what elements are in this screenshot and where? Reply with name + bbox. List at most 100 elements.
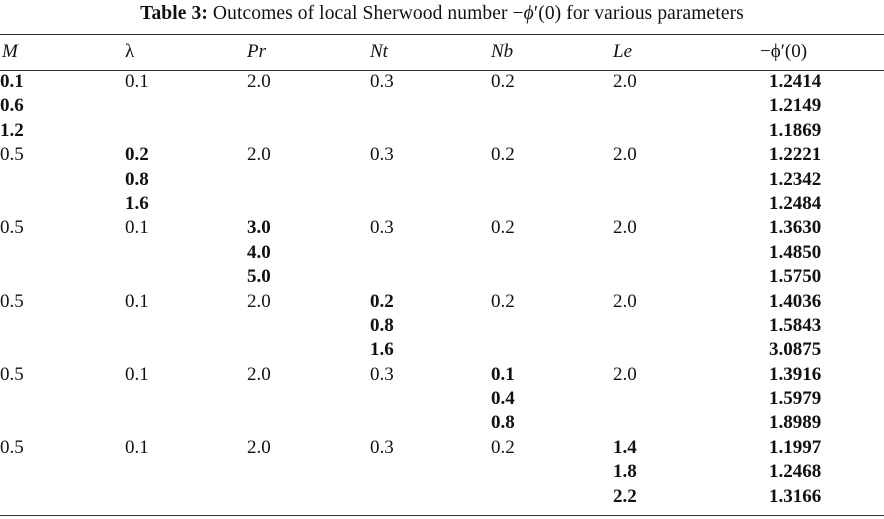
table-row: 0.5 0.1 2.0 0.3 0.2 1.4 1.1997 bbox=[0, 436, 884, 460]
cell-lambda: 0.1 bbox=[125, 71, 149, 92]
cell-nt: 0.8 bbox=[370, 314, 394, 336]
cell-m: 0.5 bbox=[0, 436, 24, 458]
table-caption: Table 3: Outcomes of local Sherwood numb… bbox=[0, 3, 884, 25]
cell-sherwood: 1.1869 bbox=[769, 119, 822, 141]
cell-pr bbox=[247, 168, 370, 192]
cell-lambda: 1.6 bbox=[125, 192, 149, 214]
column-header-nt: Nt bbox=[370, 41, 388, 62]
table-row: 0.5 0.2 2.0 0.3 0.2 2.0 1.2221 bbox=[0, 143, 884, 167]
table-row: 1.6 3.0875 bbox=[0, 338, 884, 362]
cell-nt bbox=[370, 192, 491, 216]
cell-nt: 0.3 bbox=[370, 144, 394, 166]
table-top-rule bbox=[0, 34, 884, 35]
cell-sherwood: 1.5843 bbox=[769, 314, 822, 336]
cell-nt: 0.3 bbox=[370, 71, 394, 92]
cell-nb bbox=[491, 168, 613, 192]
table-caption-label: Table 3: bbox=[140, 3, 208, 24]
column-header-m: M bbox=[2, 41, 18, 62]
column-header-pr: Pr bbox=[247, 41, 266, 62]
cell-sherwood: 1.5750 bbox=[769, 266, 822, 288]
cell-le bbox=[613, 338, 734, 362]
table-header-row: M λ Pr Nt Nb Le −ϕ′(0) bbox=[0, 36, 884, 70]
cell-m bbox=[0, 485, 125, 509]
cell-sherwood: 1.2149 bbox=[769, 95, 822, 117]
cell-sherwood: 3.0875 bbox=[769, 339, 822, 361]
cell-pr bbox=[247, 314, 370, 338]
table-body: 0.1 0.1 2.0 0.3 0.2 2.0 1.2414 0.6 1.2149 1.2 1.18… bbox=[0, 70, 884, 509]
column-header-sherwood: −ϕ′(0) bbox=[760, 41, 808, 62]
cell-nb: 0.4 bbox=[491, 388, 515, 410]
cell-nb bbox=[491, 119, 613, 143]
table-header-rule bbox=[0, 70, 884, 71]
cell-m: 0.5 bbox=[0, 144, 24, 166]
cell-pr: 3.0 bbox=[247, 217, 271, 239]
cell-m: 0.5 bbox=[0, 290, 24, 312]
cell-nb bbox=[491, 460, 613, 484]
cell-nt bbox=[370, 168, 491, 192]
cell-nb: 0.2 bbox=[491, 144, 515, 166]
cell-nb: 0.8 bbox=[491, 412, 515, 434]
cell-lambda bbox=[125, 314, 247, 338]
cell-le: 2.0 bbox=[613, 217, 637, 239]
cell-sherwood: 1.2342 bbox=[769, 168, 822, 190]
cell-nb bbox=[491, 485, 613, 509]
cell-lambda bbox=[125, 265, 247, 289]
cell-pr: 4.0 bbox=[247, 241, 271, 263]
cell-le bbox=[613, 241, 734, 265]
cell-lambda bbox=[125, 411, 247, 435]
cell-nb: 0.2 bbox=[491, 290, 515, 312]
cell-pr bbox=[247, 338, 370, 362]
cell-m bbox=[0, 338, 125, 362]
cell-nt bbox=[370, 387, 491, 411]
table-row: 0.6 1.2149 bbox=[0, 94, 884, 118]
cell-nb: 0.2 bbox=[491, 217, 515, 239]
cell-pr: 2.0 bbox=[247, 363, 271, 385]
cell-le: 1.4 bbox=[613, 436, 637, 458]
cell-le bbox=[613, 192, 734, 216]
cell-pr bbox=[247, 411, 370, 435]
table-row: 2.2 1.3166 bbox=[0, 485, 884, 509]
cell-m bbox=[0, 314, 125, 338]
cell-lambda bbox=[125, 241, 247, 265]
cell-le: 2.0 bbox=[613, 363, 637, 385]
table-row: 0.8 1.5843 bbox=[0, 314, 884, 338]
cell-nt bbox=[370, 411, 491, 435]
cell-pr: 2.0 bbox=[247, 290, 271, 312]
cell-lambda: 0.1 bbox=[125, 436, 149, 458]
cell-m: 1.2 bbox=[0, 119, 24, 141]
sherwood-number-table: M λ Pr Nt Nb Le −ϕ′(0) 0.1 0.1 2.0 0.3 0.2 2.… bbox=[0, 36, 884, 509]
cell-le bbox=[613, 265, 734, 289]
cell-le bbox=[613, 94, 734, 118]
table-row: 0.4 1.5979 bbox=[0, 387, 884, 411]
cell-m bbox=[0, 168, 125, 192]
cell-lambda: 0.1 bbox=[125, 290, 149, 312]
cell-nt bbox=[370, 485, 491, 509]
cell-sherwood: 1.3916 bbox=[769, 363, 822, 385]
cell-nt: 1.6 bbox=[370, 339, 394, 361]
cell-sherwood: 1.2484 bbox=[769, 192, 822, 214]
table-row: 5.0 1.5750 bbox=[0, 265, 884, 289]
cell-pr: 2.0 bbox=[247, 71, 271, 92]
cell-nb: 0.2 bbox=[491, 71, 515, 92]
table-caption-phi-symbol: ϕ bbox=[523, 3, 534, 24]
cell-sherwood: 1.1997 bbox=[769, 436, 822, 458]
cell-le: 2.0 bbox=[613, 71, 637, 92]
table-row: 1.8 1.2468 bbox=[0, 460, 884, 484]
cell-lambda: 0.2 bbox=[125, 144, 149, 166]
cell-nt bbox=[370, 460, 491, 484]
cell-le: 2.0 bbox=[613, 144, 637, 166]
cell-nt: 0.2 bbox=[370, 290, 394, 312]
cell-sherwood: 1.5979 bbox=[769, 388, 822, 410]
cell-nb bbox=[491, 314, 613, 338]
table-row: 1.6 1.2484 bbox=[0, 192, 884, 216]
cell-pr: 2.0 bbox=[247, 144, 271, 166]
cell-nb bbox=[491, 94, 613, 118]
cell-nb: 0.2 bbox=[491, 436, 515, 458]
cell-lambda: 0.8 bbox=[125, 168, 149, 190]
column-header-lambda: λ bbox=[125, 41, 135, 62]
table-row: 1.2 1.1869 bbox=[0, 119, 884, 143]
cell-le bbox=[613, 119, 734, 143]
cell-nb bbox=[491, 241, 613, 265]
cell-m bbox=[0, 192, 125, 216]
cell-pr: 2.0 bbox=[247, 436, 271, 458]
